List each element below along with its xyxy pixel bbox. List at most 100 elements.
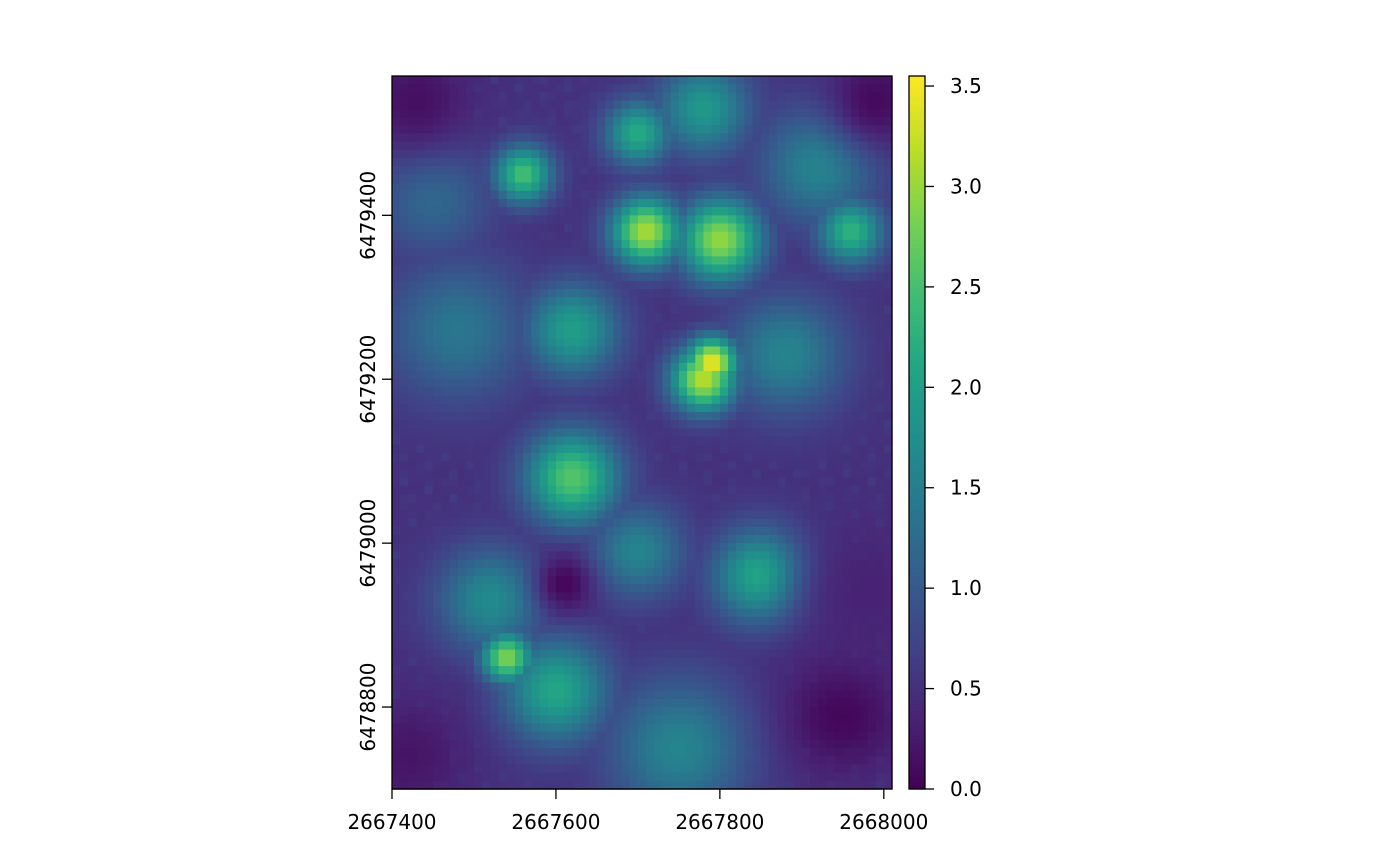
raster-cell	[605, 543, 614, 552]
raster-cell	[753, 84, 762, 93]
raster-cell	[572, 166, 581, 175]
raster-cell	[523, 732, 532, 741]
raster-cell	[818, 158, 827, 167]
raster-cell	[810, 723, 819, 732]
raster-cell	[720, 543, 729, 552]
raster-cell	[605, 264, 614, 273]
raster-cell	[654, 338, 663, 347]
raster-cell	[810, 133, 819, 142]
raster-cell	[884, 92, 893, 101]
raster-cell	[851, 191, 860, 200]
raster-cell	[769, 674, 778, 683]
raster-cell	[523, 625, 532, 634]
raster-cell	[818, 707, 827, 716]
raster-cell	[572, 428, 581, 437]
raster-cell	[441, 641, 450, 650]
raster-cell	[531, 527, 540, 536]
raster-cell	[662, 658, 671, 667]
raster-cell	[605, 404, 614, 413]
raster-cell	[441, 92, 450, 101]
raster-cell	[482, 215, 491, 224]
raster-cell	[818, 404, 827, 413]
raster-cell	[851, 469, 860, 478]
raster-cell	[687, 641, 696, 650]
raster-cell	[499, 109, 508, 118]
raster-cell	[679, 330, 688, 339]
raster-cell	[695, 207, 704, 216]
raster-cell	[556, 412, 565, 421]
raster-cell	[695, 437, 704, 446]
raster-cell	[695, 510, 704, 519]
raster-cell	[548, 674, 557, 683]
raster-cell	[703, 297, 712, 306]
raster-cell	[564, 338, 573, 347]
raster-cell	[687, 314, 696, 323]
raster-cell	[458, 404, 467, 413]
raster-cell	[703, 183, 712, 192]
raster-cell	[761, 305, 770, 314]
raster-cell	[408, 387, 417, 396]
raster-cell	[474, 101, 483, 110]
raster-cell	[867, 519, 876, 528]
raster-cell	[572, 601, 581, 610]
raster-cell	[884, 183, 893, 192]
raster-cell	[785, 371, 794, 380]
raster-cell	[802, 502, 811, 511]
raster-cell	[482, 297, 491, 306]
raster-cell	[408, 142, 417, 151]
raster-cell	[572, 379, 581, 388]
raster-cell	[408, 240, 417, 249]
raster-cell	[548, 92, 557, 101]
raster-cell	[458, 207, 467, 216]
raster-cell	[687, 568, 696, 577]
raster-cell	[441, 437, 450, 446]
raster-cell	[712, 289, 721, 298]
raster-cell	[556, 453, 565, 462]
raster-cell	[794, 641, 803, 650]
raster-cell	[662, 183, 671, 192]
raster-cell	[876, 305, 885, 314]
raster-cell	[818, 232, 827, 241]
raster-cell	[499, 371, 508, 380]
raster-cell	[605, 461, 614, 470]
raster-cell	[630, 215, 639, 224]
raster-cell	[466, 461, 475, 470]
raster-cell	[679, 101, 688, 110]
raster-cell	[433, 641, 442, 650]
raster-cell	[523, 166, 532, 175]
raster-cell	[712, 232, 721, 241]
raster-cell	[449, 445, 458, 454]
raster-cell	[622, 617, 631, 626]
raster-cell	[736, 84, 745, 93]
raster-cell	[556, 568, 565, 577]
raster-cell	[867, 502, 876, 511]
raster-cell	[523, 478, 532, 487]
raster-cell	[703, 625, 712, 634]
raster-cell	[671, 248, 680, 257]
raster-cell	[835, 76, 844, 85]
raster-cell	[622, 609, 631, 618]
raster-cell	[408, 478, 417, 487]
raster-cell	[777, 404, 786, 413]
raster-cell	[425, 707, 434, 716]
raster-cell	[794, 224, 803, 233]
raster-cell	[540, 191, 549, 200]
raster-cell	[630, 486, 639, 495]
raster-cell	[785, 568, 794, 577]
raster-cell	[876, 273, 885, 282]
raster-cell	[490, 715, 499, 724]
raster-cell	[540, 412, 549, 421]
raster-cell	[581, 264, 590, 273]
raster-cell	[572, 519, 581, 528]
raster-cell	[425, 527, 434, 536]
raster-cell	[622, 117, 631, 126]
raster-cell	[564, 76, 573, 85]
raster-cell	[622, 691, 631, 700]
raster-cell	[818, 346, 827, 355]
raster-cell	[507, 338, 516, 347]
raster-cell	[597, 314, 606, 323]
raster-cell	[400, 224, 409, 233]
raster-cell	[785, 101, 794, 110]
raster-cell	[540, 535, 549, 544]
raster-cell	[490, 404, 499, 413]
